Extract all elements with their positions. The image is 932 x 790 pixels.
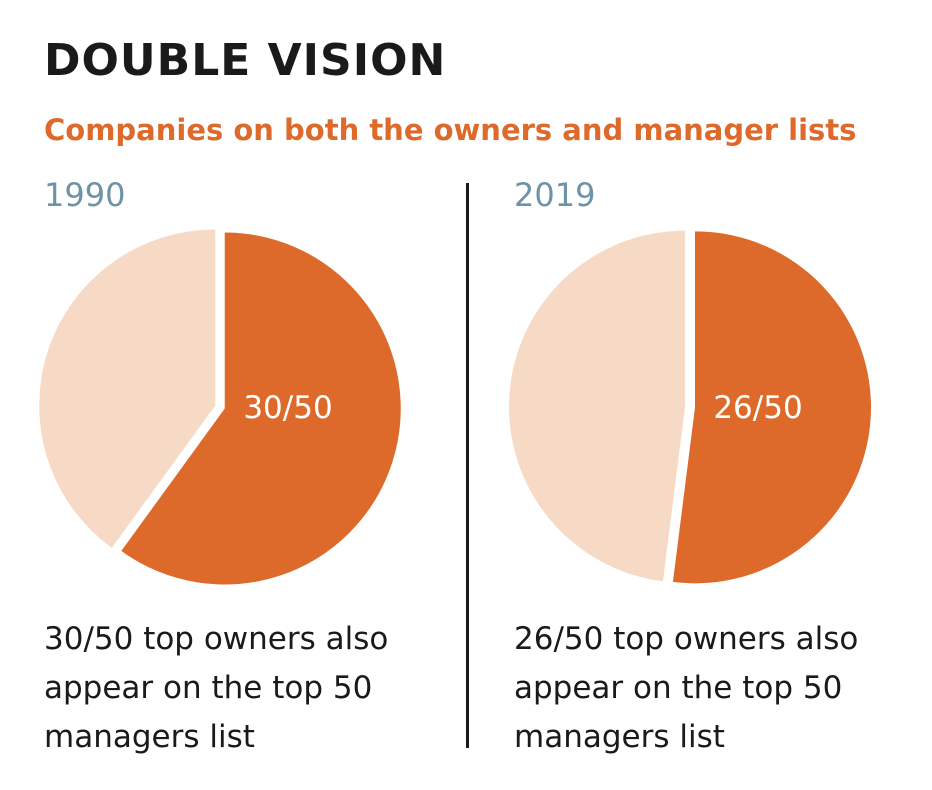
year-label: 2019 xyxy=(514,176,596,214)
year-label: 1990 xyxy=(44,176,126,214)
pie-panel-1990: 1990 30/50 30/50 top owners also appear … xyxy=(39,175,464,775)
slice-label: 26/50 xyxy=(713,390,802,426)
pie-chart-1990: 30/50 xyxy=(39,229,401,585)
pie-slice-highlight xyxy=(672,231,871,584)
pie-chart-2019: 26/50 xyxy=(509,230,871,584)
pie-slice-rest xyxy=(509,230,686,582)
chart-title: DOUBLE VISION xyxy=(44,35,447,86)
pie-slice-rest xyxy=(39,229,216,548)
slice-label: 30/50 xyxy=(243,390,332,426)
pie-panel-2019: 2019 26/50 26/50 top owners also appear … xyxy=(509,175,932,775)
caption: 26/50 top owners also appear on the top … xyxy=(514,621,859,755)
panel-divider xyxy=(466,183,469,748)
chart-subtitle: Companies on both the owners and manager… xyxy=(44,113,857,147)
caption: 30/50 top owners also appear on the top … xyxy=(44,621,389,755)
pie-slice-highlight xyxy=(121,232,401,585)
